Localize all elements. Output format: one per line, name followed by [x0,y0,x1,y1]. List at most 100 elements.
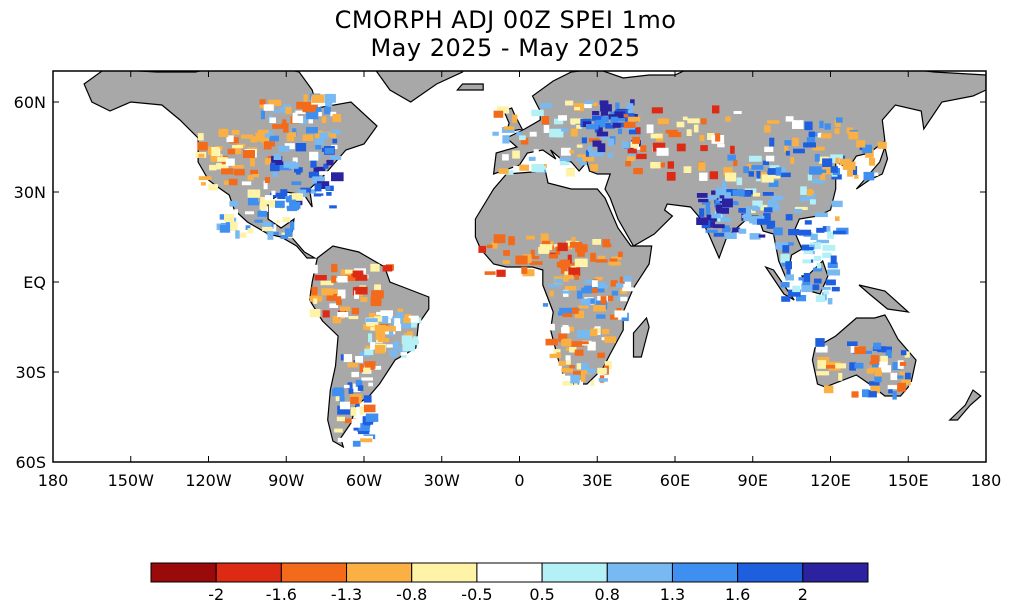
spei-cell [404,314,412,322]
spei-cell [612,122,621,128]
spei-cell [569,347,577,353]
spei-cell [219,224,231,233]
spei-cell [687,118,700,124]
spei-cell [604,336,616,343]
spei-cell [813,278,822,284]
spei-cell [588,138,600,143]
spei-cell [616,307,622,312]
spei-cell [743,190,752,197]
spei-cell [270,192,281,198]
spei-cell [602,239,610,248]
spei-cell [600,296,607,304]
spei-cell [696,193,708,198]
spei-cell [556,352,561,359]
spei-cell [357,385,364,391]
spei-cell [602,328,610,335]
spei-cell [880,355,888,364]
spei-cell [854,362,864,369]
spei-cell [370,263,380,272]
spei-cell [800,196,810,202]
spei-cell [228,178,238,186]
spei-cell [277,193,286,199]
spei-cell [784,143,789,152]
spei-cell [698,162,706,171]
spei-cell [819,120,824,129]
spei-cell [601,135,608,140]
spei-cell [394,318,401,325]
new-zealand-land [948,389,982,421]
spei-cell [749,155,762,162]
spei-cell [394,324,402,332]
spei-cell [331,172,344,182]
spei-cell [269,135,279,142]
spei-cell [266,141,276,147]
spei-cell [340,306,351,311]
spei-cell [247,197,258,206]
colorbar-swatch [411,562,478,583]
spei-cell [351,371,359,378]
spei-cell [905,372,911,382]
spei-cell [278,145,290,152]
colorbar-tick-label: 1.6 [725,585,750,604]
spei-cell [596,314,606,319]
spei-cell [229,137,239,144]
spei-cell [870,355,880,364]
spei-cell [323,163,329,169]
spei-cell [825,279,836,286]
spei-cell [793,208,803,213]
spei-cell [636,127,641,134]
spei-cell [614,118,627,122]
spei-cell [817,132,822,138]
spei-cell [590,164,598,172]
spei-cell [360,297,368,302]
spei-cell [291,193,301,200]
spei-cell [574,107,581,111]
greenland-land [375,71,464,103]
spei-cell [311,94,325,103]
spei-cell [792,285,801,293]
spei-cell [627,148,637,154]
spei-cell [559,161,570,166]
spei-cell [268,130,274,136]
lon-label: 90W [268,471,304,490]
spei-cell [850,166,858,176]
spei-cell [580,341,589,345]
spei-cell [892,391,897,400]
spei-cell [773,227,783,236]
spei-cell [559,157,571,162]
spei-cell [627,116,641,122]
colorbar-swatch [280,562,348,583]
spei-cell [633,146,641,150]
spei-cell [321,288,334,296]
spei-cell [526,235,535,240]
spei-cell [325,186,331,191]
spei-cell [598,378,608,382]
spei-cell [821,133,832,139]
spei-cell [752,200,763,207]
spei-cell [554,244,559,248]
spei-cell [557,242,568,252]
spei-cell [540,233,549,242]
spei-cell [580,298,591,306]
spei-cell [785,150,790,156]
spei-cell [198,153,205,158]
spei-cell [586,124,599,130]
spei-cell [280,189,288,196]
spei-cell [809,199,816,205]
spei-cell [854,346,866,355]
spei-cell [816,371,830,376]
spei-cell [531,164,544,173]
spei-cell [594,377,599,386]
spei-cell [538,246,550,254]
spei-cell [676,143,686,152]
spei-cell [587,341,596,351]
spei-cell [705,195,717,200]
spei-cell [700,118,707,125]
spei-cell [626,103,634,110]
spei-cell [335,394,341,402]
spei-cell [363,367,371,374]
spei-cell [326,159,334,166]
spei-cell [869,367,882,372]
spei-cell [722,180,727,189]
spei-cell [519,107,529,116]
